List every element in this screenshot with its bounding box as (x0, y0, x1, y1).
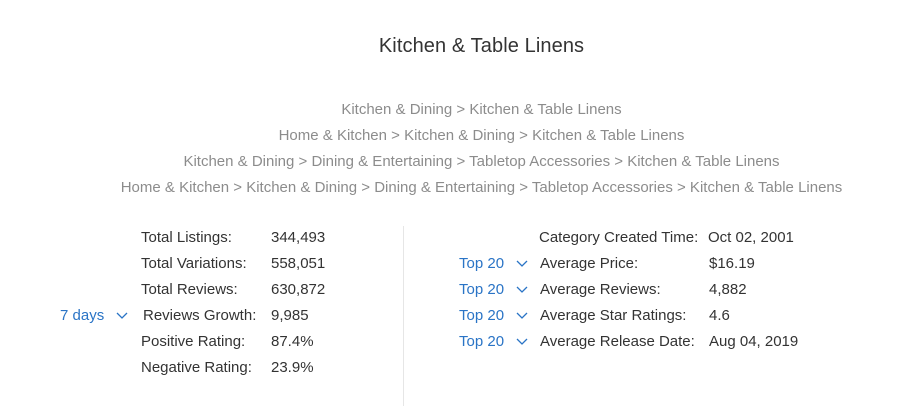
stat-label: Average Star Ratings: (540, 307, 687, 324)
stat-row-average-reviews: Top 20 Average Reviews: 4,882 (0, 277, 923, 303)
stat-value: Oct 02, 2001 (708, 229, 794, 246)
stat-value: 344,493 (271, 229, 326, 246)
stat-value: 4,882 (709, 281, 747, 298)
stat-row-total-listings: Total Listings: 344,493 (0, 225, 400, 251)
stat-label: Average Release Date: (540, 333, 695, 350)
category-path[interactable]: Home & Kitchen > Kitchen & Dining > Kitc… (278, 127, 685, 144)
scope-dropdown[interactable]: Top 20 (459, 277, 528, 303)
stat-label: Negative Rating: (141, 359, 252, 376)
chevron-down-icon (516, 303, 528, 329)
stat-label: Total Listings: (141, 229, 232, 246)
period-dropdown-label: 7 days (60, 307, 105, 324)
stat-label: Total Reviews: (141, 281, 238, 298)
stat-row-positive-rating: Positive Rating: 87.4% (0, 329, 400, 355)
stat-label: Reviews Growth: (143, 307, 257, 324)
chevron-down-icon (116, 303, 128, 329)
stat-row-average-star-ratings: Top 20 Average Star Ratings: 4.6 (0, 303, 923, 329)
scope-dropdown-label: Top 20 (459, 281, 505, 298)
stat-label: Total Variations: (141, 255, 247, 272)
stat-row-average-price: Top 20 Average Price: $16.19 (0, 251, 923, 277)
stat-row-average-release-date: Top 20 Average Release Date: Aug 04, 201… (0, 329, 923, 355)
stat-label: Average Price: (540, 255, 639, 272)
chevron-down-icon (516, 277, 528, 303)
stat-value: 630,872 (271, 281, 326, 298)
scope-dropdown[interactable]: Top 20 (459, 251, 528, 277)
scope-dropdown[interactable]: Top 20 (459, 303, 528, 329)
stat-row-reviews-growth: 7 days Reviews Growth: 9,985 (0, 303, 400, 329)
stat-row-category-created: Category Created Time: Oct 02, 2001 (0, 225, 923, 251)
stat-value: 558,051 (271, 255, 326, 272)
chevron-down-icon (516, 251, 528, 277)
period-dropdown[interactable]: 7 days (60, 303, 128, 329)
stat-label: Category Created Time: (539, 229, 699, 246)
stat-value: 87.4% (271, 333, 314, 350)
stat-row-total-variations: Total Variations: 558,051 (0, 251, 400, 277)
scope-dropdown-label: Top 20 (459, 255, 505, 272)
category-path[interactable]: Kitchen & Dining > Kitchen & Table Linen… (341, 101, 622, 118)
page-title: Kitchen & Table Linens (378, 35, 585, 57)
scope-dropdown-label: Top 20 (459, 333, 505, 350)
chevron-down-icon (516, 329, 528, 355)
stat-value: $16.19 (709, 255, 755, 272)
stat-value: 23.9% (271, 359, 314, 376)
stat-label: Positive Rating: (141, 333, 246, 350)
scope-dropdown-label: Top 20 (459, 307, 505, 324)
stat-value: Aug 04, 2019 (709, 333, 799, 350)
category-path[interactable]: Home & Kitchen > Kitchen & Dining > Dini… (120, 179, 843, 196)
stat-row-total-reviews: Total Reviews: 630,872 (0, 277, 400, 303)
category-path[interactable]: Kitchen & Dining > Dining & Entertaining… (183, 153, 780, 170)
stat-label: Average Reviews: (540, 281, 661, 298)
stat-value: 9,985 (271, 307, 309, 324)
column-divider (403, 226, 404, 406)
category-paths: Kitchen & Dining > Kitchen & Table Linen… (0, 97, 923, 201)
stat-value: 4.6 (709, 307, 730, 324)
stat-row-negative-rating: Negative Rating: 23.9% (0, 355, 400, 381)
scope-dropdown[interactable]: Top 20 (459, 329, 528, 355)
